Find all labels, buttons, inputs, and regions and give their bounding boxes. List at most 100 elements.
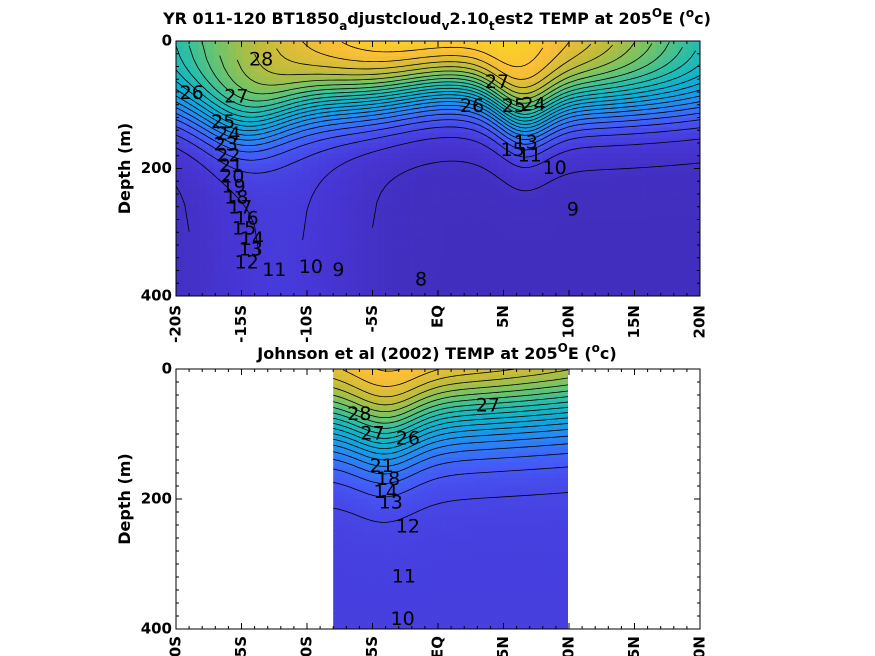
heatmap-cell (343, 603, 348, 609)
heatmap-cell (632, 137, 641, 144)
heatmap-cell (475, 61, 484, 68)
heatmap-cell (350, 561, 355, 568)
heatmap-cell (403, 436, 408, 443)
heatmap-cell (363, 618, 368, 625)
heatmap-cell (393, 623, 398, 629)
heatmap-cell (565, 260, 574, 266)
heatmap-cell (373, 384, 378, 391)
heatmap-cell (408, 229, 417, 236)
heatmap-cell (685, 66, 694, 73)
heatmap-cell (258, 163, 267, 170)
heatmap-cell (430, 97, 439, 103)
heatmap-cell (370, 250, 379, 256)
heatmap-cell (403, 530, 408, 536)
heatmap-cell (390, 530, 395, 536)
heatmap-cell (370, 153, 379, 159)
heatmap-cell (580, 81, 589, 88)
heatmap-cell (460, 71, 469, 78)
heatmap-cell (445, 153, 454, 159)
heatmap-cell (353, 608, 358, 614)
heatmap-cell (295, 188, 304, 195)
heatmap-cell (333, 41, 342, 47)
heatmap-cell (550, 219, 559, 226)
contour-label: 17 (228, 197, 252, 219)
heatmap-cell (520, 163, 529, 170)
heatmap-cell (343, 395, 348, 401)
heatmap-cell (400, 163, 409, 170)
heatmap-cell (213, 199, 222, 205)
heatmap-cell (640, 199, 649, 205)
heatmap-cell (397, 597, 402, 604)
heatmap-cell (403, 478, 408, 484)
heatmap-cell (325, 148, 334, 154)
heatmap-cell (363, 571, 368, 578)
heatmap-cell (378, 127, 387, 134)
heatmap-cell (363, 374, 368, 380)
heatmap-cell (393, 561, 398, 568)
heatmap-cell (414, 613, 419, 620)
heatmap-cell (366, 519, 371, 526)
heatmap-cell (325, 41, 334, 47)
heatmap-cell (610, 204, 619, 210)
heatmap-cell (387, 623, 392, 629)
heatmap-cell (228, 143, 237, 149)
heatmap-cell (565, 112, 574, 119)
heatmap-cell (250, 239, 259, 246)
heatmap-cell (512, 112, 521, 119)
heatmap-cell (527, 97, 536, 103)
heatmap-cell (363, 41, 372, 47)
heatmap-cell (333, 76, 342, 83)
heatmap-cell (403, 447, 408, 453)
heatmap-cell (355, 183, 364, 190)
heatmap-cell (497, 173, 506, 180)
heatmap-cell (662, 137, 671, 144)
heatmap-cell (183, 229, 192, 236)
heatmap-cell (288, 61, 297, 68)
heatmap-cell (280, 127, 289, 134)
heatmap-cell (380, 462, 385, 469)
heatmap-cell (325, 132, 334, 139)
heatmap-cell (632, 239, 641, 246)
heatmap-cell (407, 447, 412, 453)
heatmap-cell (655, 97, 664, 103)
heatmap-cell (602, 41, 611, 47)
heatmap-cell (355, 102, 364, 108)
heatmap-cell (350, 488, 355, 495)
heatmap-cell (587, 229, 596, 236)
heatmap-cell (640, 270, 649, 277)
heatmap-cell (348, 122, 357, 129)
x-tick-label: 20N (691, 305, 709, 338)
heatmap-cell (348, 275, 357, 282)
heatmap-cell (213, 194, 222, 200)
heatmap-cell (346, 426, 351, 432)
heatmap-cell (410, 577, 415, 583)
heatmap-cell (572, 265, 581, 272)
heatmap-cell (460, 188, 469, 195)
heatmap-cell (325, 112, 334, 119)
heatmap-cell (445, 265, 454, 272)
heatmap-cell (310, 255, 319, 261)
heatmap-cell (360, 447, 365, 453)
heatmap-cell (176, 163, 185, 170)
heatmap-cell (490, 163, 499, 170)
heatmap-cell (535, 239, 544, 246)
heatmap-cell (183, 178, 192, 185)
heatmap-cell (387, 499, 392, 505)
heatmap-cell (250, 112, 259, 119)
heatmap-cell (340, 117, 349, 124)
heatmap-cell (310, 260, 319, 266)
heatmap-cell (336, 369, 341, 375)
heatmap-cell (647, 229, 656, 236)
heatmap-cell (228, 265, 237, 272)
heatmap-cell (692, 224, 700, 231)
heatmap-cell (557, 290, 566, 296)
heatmap-cell (403, 473, 408, 479)
heatmap-cell (490, 148, 499, 154)
heatmap-cell (273, 41, 282, 47)
heatmap-cell (333, 265, 342, 272)
heatmap-cell (400, 473, 405, 479)
heatmap-cell (333, 493, 338, 500)
isotherm-line (176, 119, 700, 161)
heatmap-cell (520, 158, 529, 164)
heatmap-cell (360, 473, 365, 479)
